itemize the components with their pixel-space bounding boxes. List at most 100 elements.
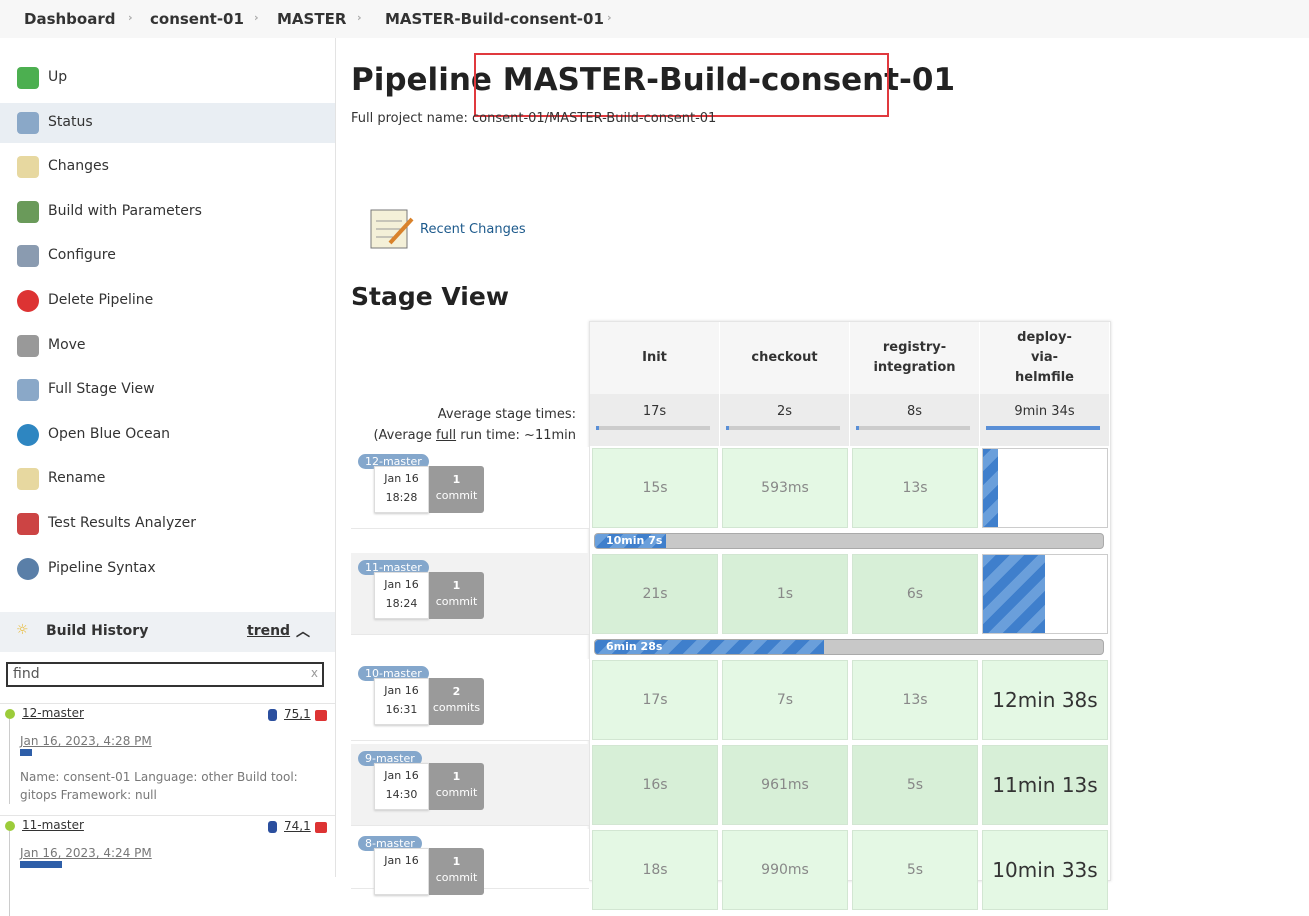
running-fill: [983, 449, 998, 527]
average-run-link[interactable]: full: [436, 428, 457, 443]
breadcrumb[interactable]: MASTER: [277, 10, 347, 28]
status-dot: [5, 821, 15, 831]
run-name[interactable]: 12-master: [358, 454, 429, 469]
stage-cell: 15s: [592, 448, 718, 528]
sidebar-item[interactable]: Configure: [0, 236, 335, 276]
run-name[interactable]: 10-master: [358, 666, 429, 681]
build-bar: [20, 749, 32, 756]
build-name[interactable]: 12-master: [22, 706, 84, 720]
running-fill: [983, 555, 1045, 633]
breadcrumb-separator: ›: [357, 11, 362, 24]
build-changes[interactable]: 74,1: [284, 819, 311, 833]
commit-count: 1: [452, 855, 461, 868]
sidebar-item[interactable]: Open Blue Ocean: [0, 415, 335, 455]
stage-cell: 21s: [592, 554, 718, 634]
status-line: [9, 719, 10, 804]
stage-cell-running: [982, 448, 1108, 528]
page-title: Pipeline MASTER-Build-consent-01: [351, 62, 955, 98]
run-commits[interactable]: 2 commits: [429, 678, 484, 725]
run-commits[interactable]: 1 commit: [429, 848, 484, 895]
run-day: Jan 16: [384, 854, 419, 867]
stage-cell: 10min 33s: [982, 830, 1108, 910]
breadcrumb[interactable]: Dashboard: [24, 10, 116, 28]
breadcrumb[interactable]: MASTER-Build-consent-01: [385, 10, 604, 28]
delete-icon[interactable]: [315, 822, 327, 833]
stage-cell: 11min 13s: [982, 745, 1108, 825]
commit-count: 2: [452, 685, 461, 698]
commit-label: commit: [435, 786, 478, 799]
sidebar-item[interactable]: Up: [0, 58, 335, 98]
run-day: Jan 16: [384, 578, 419, 591]
run-name[interactable]: 11-master: [358, 560, 429, 575]
sidebar-item[interactable]: Move: [0, 326, 335, 366]
stage-average: 8s: [850, 394, 980, 446]
title-prefix: Pipeline: [351, 62, 492, 98]
stage-header: checkout: [720, 322, 850, 394]
status-dot: [5, 709, 15, 719]
build-date[interactable]: Jan 16, 2023, 4:24 PM: [20, 846, 152, 860]
sidebar-item[interactable]: Pipeline Syntax: [0, 549, 335, 589]
build-entry: 11-master 74,1 Jan 16, 2023, 4:24 PM: [0, 815, 335, 916]
sidebar-icon: [17, 290, 39, 312]
sidebar-icon: [17, 67, 39, 89]
delete-icon[interactable]: [315, 710, 327, 721]
run-progress: 10min 7s: [594, 533, 1104, 549]
sidebar-item[interactable]: Delete Pipeline: [0, 281, 335, 321]
stage-cell: 593ms: [722, 448, 848, 528]
sidebar-icon: [17, 557, 39, 580]
build-date[interactable]: Jan 16, 2023, 4:28 PM: [20, 734, 152, 748]
stage-cell: 990ms: [722, 830, 848, 910]
sidebar-item[interactable]: Full Stage View: [0, 370, 335, 410]
build-history-header: ☼ Build History trend ︿: [0, 612, 335, 652]
breadcrumb-separator: ›: [254, 11, 259, 24]
run-date: Jan 16 18:24: [374, 572, 429, 619]
stage-cell: 961ms: [722, 745, 848, 825]
sidebar-icon: [17, 245, 39, 268]
sidebar-item[interactable]: Test Results Analyzer: [0, 504, 335, 544]
stage-cell: 6s: [852, 554, 978, 634]
changes-icon: [268, 709, 277, 721]
run-commits[interactable]: 1 commit: [429, 466, 484, 513]
build-entry: 12-master 75,1 Jan 16, 2023, 4:28 PM Name: …: [0, 703, 335, 807]
run-name[interactable]: 8-master: [358, 836, 422, 851]
sidebar-item[interactable]: Rename: [0, 459, 335, 499]
recent-changes-link[interactable]: Recent Changes: [420, 222, 526, 237]
average-bar: [726, 426, 840, 430]
commit-label: commits: [432, 701, 481, 714]
average-run-before: (Average: [373, 428, 437, 443]
breadcrumb[interactable]: consent-01: [150, 10, 244, 28]
page: {"breadcrumbs":["Dashboard","consent-01"…: [0, 10, 1111, 916]
breadcrumb-separator: ›: [128, 11, 133, 24]
stage-cell: 5s: [852, 830, 978, 910]
average-label-text: Average stage times:: [437, 407, 576, 422]
sidebar-label: Pipeline Syntax: [48, 559, 156, 576]
run-commits[interactable]: 1 commit: [429, 763, 484, 810]
sidebar-item[interactable]: Status: [0, 102, 335, 143]
search-box[interactable]: find x: [6, 662, 324, 687]
build-changes[interactable]: 75,1: [284, 707, 311, 721]
run-date: Jan 16 18:28: [374, 466, 429, 513]
search-placeholder: find: [13, 666, 40, 682]
run-name[interactable]: 9-master: [358, 751, 422, 766]
sidebar-label: Open Blue Ocean: [48, 425, 171, 442]
full-name: Full project name: consent-01/MASTER-Bui…: [351, 111, 717, 126]
sidebar: Up Status Changes Build with Parameters Conf…: [0, 38, 336, 877]
clear-button[interactable]: x: [310, 666, 318, 680]
sidebar-icon: [17, 334, 39, 357]
sidebar-label: Test Results Analyzer: [48, 515, 196, 531]
sidebar-label: Configure: [48, 247, 116, 264]
average-bar: [856, 426, 970, 430]
progress-label: 10min 7s: [606, 534, 663, 547]
sidebar-item[interactable]: Changes: [0, 147, 335, 187]
sidebar-label: Delete Pipeline: [48, 292, 154, 308]
sidebar-icon: [17, 111, 39, 134]
sidebar-icon: [17, 468, 39, 491]
sidebar-item[interactable]: Build with Parameters: [0, 192, 335, 232]
run-date: Jan 16 16:31: [374, 678, 429, 725]
collapse-icon[interactable]: ︿: [296, 624, 310, 640]
run-commits[interactable]: 1 commit: [429, 572, 484, 619]
trend-link[interactable]: trend: [247, 623, 291, 639]
stage-cell-running: [982, 554, 1108, 634]
build-name[interactable]: 11-master: [22, 818, 84, 832]
stage-cell: 16s: [592, 745, 718, 825]
